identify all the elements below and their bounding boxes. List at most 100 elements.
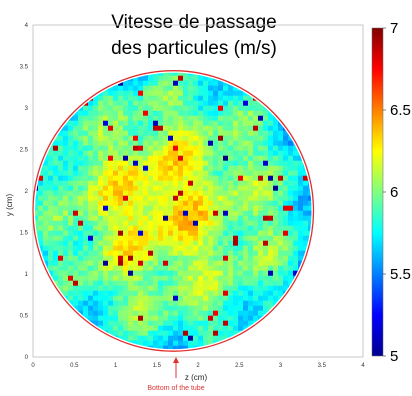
heatmap-cell: [48, 220, 54, 227]
heatmap-cell: [53, 230, 59, 237]
heatmap-cell: [163, 330, 169, 337]
heatmap-cell: [63, 240, 69, 247]
colorbar-tick-label: 5: [390, 348, 398, 365]
heatmap-cell: [193, 335, 199, 342]
heatmap-cell: [218, 130, 224, 137]
heatmap-cell: [123, 100, 129, 107]
heatmap-cell: [233, 240, 239, 247]
heatmap-cell: [138, 330, 144, 337]
heatmap-cell: [108, 140, 114, 147]
heatmap-cell: [208, 240, 214, 247]
heatmap-cell: [35, 195, 39, 202]
heatmap-cell: [153, 80, 159, 87]
heatmap-cell: [248, 310, 254, 317]
heatmap-cell: [88, 100, 94, 107]
heatmap-cell: [108, 325, 114, 332]
heatmap-cell: [188, 180, 194, 187]
heatmap-cell: [258, 240, 264, 247]
heatmap-cell: [153, 195, 159, 202]
heatmap-cell: [278, 130, 284, 137]
heatmap-cell: [173, 345, 179, 350]
heatmap-cell: [228, 265, 234, 272]
heatmap-cell: [203, 215, 209, 222]
heatmap-cell: [93, 305, 99, 312]
heatmap-cell: [168, 245, 174, 252]
heatmap-cell: [228, 110, 234, 117]
heatmap-cell: [278, 200, 284, 207]
heatmap-cell: [133, 235, 139, 242]
heatmap-cell: [258, 140, 264, 147]
heatmap-cell: [248, 195, 254, 202]
heatmap-cell: [88, 315, 94, 322]
heatmap-cell: [258, 255, 264, 262]
heatmap-cell: [128, 180, 134, 187]
heatmap-cell: [68, 220, 74, 227]
heatmap-cell: [233, 310, 239, 317]
heatmap-cell: [138, 340, 144, 347]
heatmap-cell: [233, 130, 239, 137]
heatmap-cell: [63, 265, 69, 272]
x-tick-label: 0: [31, 363, 35, 369]
heatmap-cell: [113, 225, 119, 232]
heatmap-cell: [278, 245, 284, 252]
heatmap-cell: [93, 120, 99, 127]
heatmap-cell: [283, 150, 289, 157]
heatmap-cell: [98, 90, 104, 97]
heatmap-cell: [278, 270, 284, 277]
heatmap-cell: [283, 255, 289, 262]
heatmap-cell: [203, 100, 209, 107]
heatmap-cell: [133, 225, 139, 232]
heatmap-cell: [108, 245, 114, 252]
heatmap-cell: [213, 205, 219, 212]
heatmap-cell: [248, 155, 254, 162]
heatmap-cell: [238, 315, 244, 322]
heatmap-cell: [218, 255, 224, 262]
heatmap-cell: [123, 215, 129, 222]
heatmap-cell: [198, 290, 204, 297]
heatmap-cell: [218, 315, 224, 322]
heatmap-cell: [243, 315, 249, 322]
heatmap-cell: [213, 315, 219, 322]
heatmap-cell: [173, 320, 179, 327]
heatmap-cell: [208, 135, 214, 142]
heatmap-cell: [183, 290, 189, 297]
y-tick-label: 1: [25, 272, 29, 278]
heatmap-cell: [133, 75, 139, 82]
heatmap-cell: [188, 240, 194, 247]
heatmap-cell: [268, 295, 274, 302]
heatmap-cell: [143, 165, 149, 172]
heatmap-cell: [278, 210, 284, 217]
heatmap-cell: [68, 285, 74, 292]
heatmap-cell: [253, 170, 259, 177]
heatmap-cell: [88, 170, 94, 177]
heatmap-cell: [153, 335, 159, 342]
heatmap-cell: [168, 150, 174, 157]
heatmap-cell: [263, 290, 269, 297]
heatmap-cell: [263, 280, 269, 287]
heatmap-cell: [243, 155, 249, 162]
heatmap-cell: [118, 265, 124, 272]
heatmap-cell: [203, 275, 209, 282]
heatmap-cell: [123, 80, 129, 87]
heatmap-cell: [133, 295, 139, 302]
heatmap-cell: [208, 320, 214, 327]
heatmap-cell: [298, 235, 304, 242]
heatmap-cell: [123, 310, 129, 317]
heatmap-cell: [273, 115, 279, 122]
heatmap-cell: [168, 305, 174, 312]
heatmap-cell: [158, 215, 164, 222]
heatmap-cell: [53, 240, 59, 247]
heatmap-cell: [288, 135, 294, 142]
heatmap-cell: [53, 170, 59, 177]
heatmap-cell: [103, 260, 109, 267]
heatmap-cell: [183, 300, 189, 307]
heatmap-cell: [103, 240, 109, 247]
heatmap-cell: [283, 235, 289, 242]
heatmap-cell: [253, 125, 259, 132]
heatmap-cell: [263, 115, 269, 122]
heatmap-cell: [303, 190, 309, 197]
heatmap-cell: [178, 90, 184, 97]
heatmap-cell: [213, 175, 219, 182]
heatmap-cell: [138, 300, 144, 307]
